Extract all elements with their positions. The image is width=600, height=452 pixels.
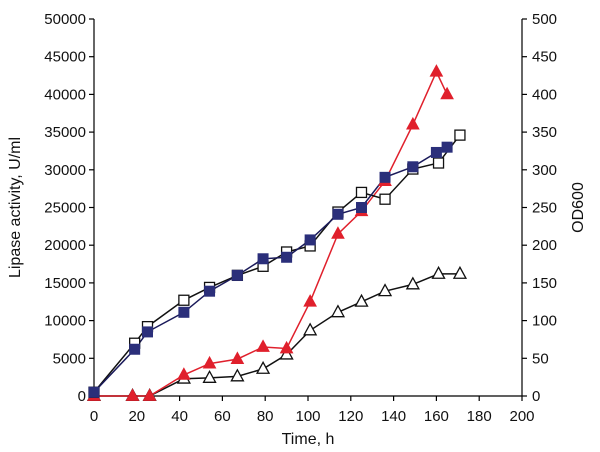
- left-axis: 0 5000 10000 15000 20000 25000 30000 35000 40000…: [44, 11, 94, 405]
- x-tick-label: 140: [381, 408, 406, 425]
- left-tick-label: 30000: [44, 162, 86, 179]
- x-tick-label: 160: [424, 408, 449, 425]
- data-point: [279, 346, 294, 360]
- right-tick-label: 500: [532, 11, 557, 28]
- series-line: [93, 146, 448, 393]
- left-tick-label: 20000: [44, 237, 86, 254]
- data-point: [332, 208, 344, 220]
- left-y-axis-title: Lipase activity, U/ml: [7, 137, 24, 278]
- right-axis: 0 50 100 150 200 250 300 350 400 450 500: [522, 11, 557, 405]
- series-markers: [87, 64, 454, 401]
- x-tick-label: 100: [295, 408, 320, 425]
- left-tick-label: 40000: [44, 86, 86, 103]
- left-tick-label: 50000: [44, 11, 86, 28]
- data-point: [303, 322, 318, 336]
- left-tick-label: 45000: [44, 49, 86, 66]
- data-point: [379, 193, 391, 205]
- series-line: [93, 134, 461, 393]
- x-tick-label: 60: [214, 408, 231, 425]
- data-point: [379, 171, 391, 183]
- series-markers: [88, 141, 453, 398]
- data-point: [452, 265, 468, 279]
- x-tick-label: 80: [257, 408, 274, 425]
- left-tick-label: 0: [78, 388, 86, 405]
- data-point: [129, 343, 141, 355]
- data-point: [331, 226, 345, 239]
- right-tick-label: 400: [532, 86, 557, 103]
- right-tick-label: 0: [532, 388, 540, 405]
- data-point: [255, 360, 271, 374]
- data-point: [231, 269, 243, 281]
- data-point: [178, 306, 190, 318]
- data-point: [304, 234, 316, 246]
- data-point: [230, 368, 245, 382]
- left-tick-label: 35000: [44, 124, 86, 141]
- data-point: [125, 388, 140, 401]
- data-point: [142, 326, 153, 338]
- data-point: [142, 388, 157, 401]
- data-point: [405, 276, 420, 290]
- plot-frame: [93, 19, 523, 397]
- right-y-axis-title: OD600: [570, 182, 587, 233]
- right-tick-label: 350: [532, 124, 557, 141]
- data-point: [256, 339, 270, 352]
- data-point: [431, 265, 446, 279]
- data-point: [202, 355, 217, 369]
- right-tick-label: 150: [532, 275, 557, 292]
- x-tick-label: 180: [467, 408, 492, 425]
- data-point: [281, 251, 293, 263]
- x-axis-title: Time, h: [282, 431, 335, 448]
- right-tick-label: 250: [532, 200, 557, 217]
- data-point: [429, 64, 444, 77]
- data-point: [204, 285, 216, 297]
- data-point: [303, 294, 317, 307]
- series-layer: [86, 64, 468, 402]
- data-point: [177, 367, 191, 380]
- data-point: [88, 386, 100, 398]
- left-tick-label: 25000: [44, 200, 86, 217]
- right-tick-label: 200: [532, 237, 557, 254]
- data-point: [330, 304, 346, 318]
- data-point: [432, 157, 445, 169]
- data-point: [257, 253, 269, 265]
- x-tick-label: 120: [338, 408, 363, 425]
- right-tick-label: 50: [532, 350, 549, 367]
- x-tick-label: 40: [171, 408, 188, 425]
- data-point: [178, 294, 190, 306]
- data-point: [377, 283, 393, 297]
- right-tick-label: 300: [532, 162, 557, 179]
- x-tick-label: 20: [128, 408, 145, 425]
- data-point: [279, 340, 294, 354]
- left-tick-label: 10000: [44, 313, 86, 330]
- series-line: [94, 70, 448, 397]
- data-point: [354, 293, 369, 307]
- data-point: [430, 146, 442, 158]
- data-point: [454, 129, 466, 141]
- right-tick-label: 450: [532, 49, 557, 66]
- data-point: [407, 161, 419, 173]
- data-point: [441, 141, 453, 153]
- x-axis: 0 20 40 60 80 100 120 140 160 180 200: [90, 396, 535, 425]
- data-point: [440, 86, 454, 100]
- data-point: [355, 186, 368, 199]
- data-point: [202, 369, 217, 383]
- right-tick-label: 100: [532, 313, 557, 330]
- data-point: [406, 116, 420, 130]
- data-point: [230, 351, 245, 364]
- left-tick-label: 5000: [53, 350, 86, 367]
- left-tick-label: 15000: [44, 275, 86, 292]
- x-tick-label: 0: [90, 408, 98, 425]
- data-point: [356, 202, 367, 213]
- x-tick-label: 200: [509, 408, 534, 425]
